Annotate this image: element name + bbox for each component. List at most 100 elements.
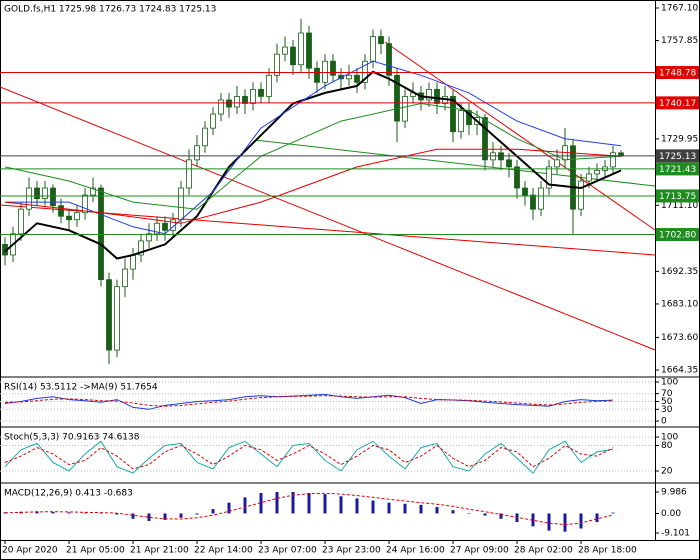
histogram-bar <box>323 494 327 514</box>
candle-body <box>82 194 88 214</box>
candle-body <box>290 46 296 66</box>
histogram-bar <box>3 512 7 514</box>
y-tick-label: 1692.35 <box>661 267 698 277</box>
y-tick-label: 50 <box>661 397 673 407</box>
histogram-bar <box>83 512 87 514</box>
candle-body <box>578 180 584 210</box>
candle-body <box>586 173 592 182</box>
level-label: 1725.13 <box>659 152 696 162</box>
candle-body <box>346 74 352 80</box>
candle-body <box>226 99 232 108</box>
candle-body <box>298 32 304 66</box>
candle-body <box>610 152 616 168</box>
histogram-bar <box>419 504 423 514</box>
histogram-bar <box>99 513 103 514</box>
histogram-bar <box>339 496 343 514</box>
panel-title: GOLD.fs,H1 1725.98 1726.73 1724.83 1725.… <box>4 5 216 15</box>
candle-body <box>362 60 368 83</box>
candle-body <box>234 96 240 108</box>
indicator-line <box>4 70 622 260</box>
candle-body <box>106 279 112 351</box>
indicator-line <box>4 492 614 526</box>
candle-body <box>202 127 208 147</box>
histogram-bar <box>595 513 599 523</box>
y-tick-label: 100 <box>661 433 678 443</box>
candle-body <box>354 74 360 83</box>
trendline <box>384 41 656 231</box>
x-tick-label: 28 Apr 02:00 <box>514 546 573 556</box>
x-tick-label: 22 Apr 14:00 <box>194 546 253 556</box>
histogram-bar <box>291 491 295 514</box>
candle-body <box>522 187 528 196</box>
candle-body <box>570 145 576 210</box>
y-tick-label: 0 <box>661 417 667 427</box>
y-tick-label: 1757.85 <box>661 36 698 46</box>
candle-body <box>314 67 320 83</box>
histogram-bar <box>195 513 199 515</box>
candle-body <box>74 212 80 221</box>
histogram-bar <box>563 513 567 532</box>
y-tick-label: 1673.60 <box>661 333 698 343</box>
x-tick-label: 23 Apr 23:00 <box>322 546 381 556</box>
candle-body <box>402 96 408 122</box>
histogram-bar <box>579 513 583 529</box>
y-tick-label: 1664.35 <box>661 366 698 376</box>
y-tick-label: 9.986 <box>661 487 687 497</box>
y-tick-label: 30 <box>661 405 673 415</box>
panel-title: MACD(12,26,9) 0.413 -0.683 <box>4 489 133 499</box>
candle-body <box>242 96 248 104</box>
candle-body <box>330 60 336 76</box>
histogram-bar <box>547 513 551 531</box>
y-tick-label: 80 <box>661 441 673 451</box>
trendline <box>0 86 656 351</box>
candle-body <box>50 187 56 207</box>
candle-body <box>90 187 96 196</box>
candle-body <box>194 145 200 161</box>
candle-body <box>130 254 136 270</box>
histogram-bar <box>499 513 503 519</box>
level-box <box>656 162 699 176</box>
panel-title: Stoch(5,3,3) 70.9163 74.6138 <box>4 433 140 443</box>
candle-body <box>122 268 128 288</box>
histogram-bar <box>275 491 279 514</box>
histogram-bar <box>467 513 471 514</box>
histogram-bar <box>259 493 263 514</box>
level-label: 1713.75 <box>659 192 696 202</box>
histogram-bar <box>179 513 183 518</box>
histogram-bar <box>611 512 615 514</box>
candle-body <box>210 113 216 129</box>
candle-body <box>114 286 120 351</box>
candle-body <box>554 159 560 168</box>
candle-body <box>282 46 288 55</box>
level-box <box>656 189 699 203</box>
y-tick-label: 70 <box>661 389 673 399</box>
candle-body <box>306 32 312 69</box>
indicator-line <box>4 444 614 470</box>
candle-body <box>546 166 552 189</box>
histogram-bar <box>211 509 215 514</box>
y-tick-label: 0.00 <box>661 509 681 519</box>
candle-body <box>514 166 520 189</box>
candle-body <box>34 187 40 200</box>
level-box <box>656 96 699 110</box>
level-label: 1721.43 <box>659 165 696 175</box>
histogram-bar <box>371 500 375 514</box>
candle-body <box>394 74 400 122</box>
y-tick-label: 100 <box>661 378 678 388</box>
indicator-line <box>4 440 614 474</box>
histogram-bar <box>531 513 535 527</box>
candle-body <box>482 117 488 161</box>
candle-body <box>162 222 168 231</box>
histogram-bar <box>387 502 391 514</box>
histogram-bar <box>483 513 487 516</box>
candle-body <box>450 96 456 133</box>
x-tick-label: 21 Apr 21:00 <box>130 546 189 556</box>
candle-body <box>426 88 432 101</box>
y-tick-label: 20 <box>661 466 673 476</box>
candle-body <box>274 53 280 76</box>
candle-body <box>258 88 264 97</box>
candle-body <box>594 170 600 175</box>
x-tick-label: 27 Apr 09:00 <box>450 546 509 556</box>
x-tick-label: 28 Apr 18:00 <box>578 546 637 556</box>
candle-body <box>386 43 392 76</box>
